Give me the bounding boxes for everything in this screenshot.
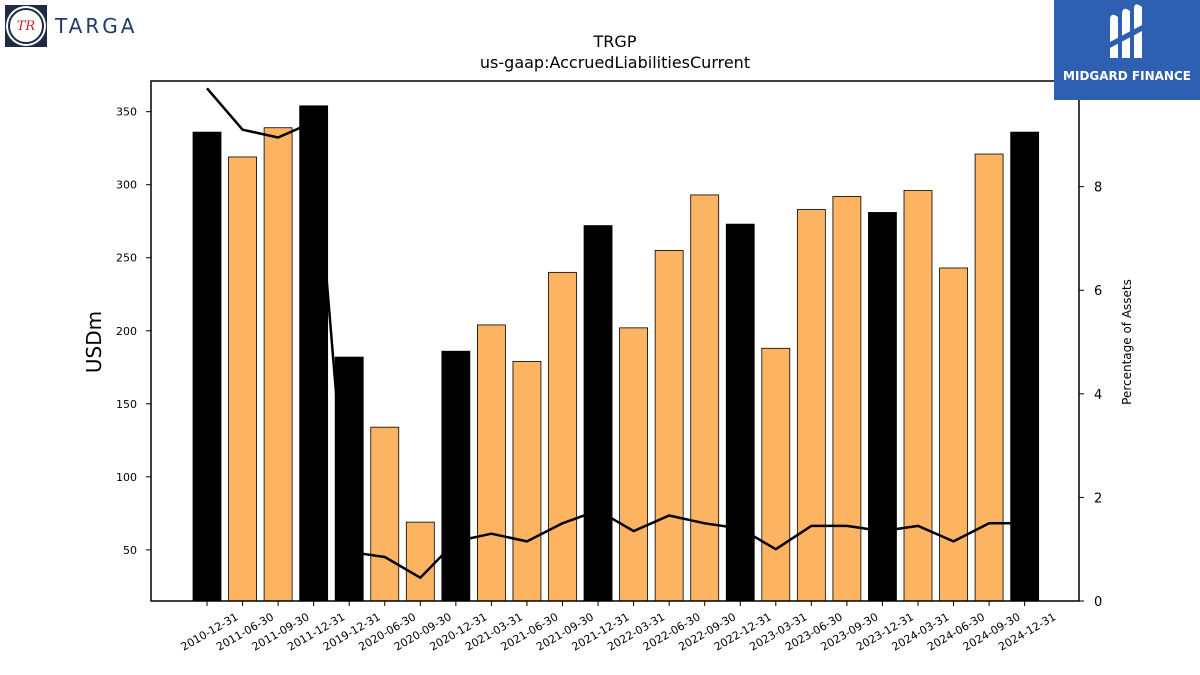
bar [405, 521, 435, 602]
bars-group [192, 105, 1040, 602]
bar [512, 361, 542, 602]
targa-logo-monogram: TR [8, 8, 44, 44]
midgard-logo-text: MIDGARD FINANCE [1063, 69, 1191, 83]
bar [725, 223, 755, 602]
y2-tick-label: 0 [1094, 595, 1102, 610]
y2-axis-label: Percentage of Assets [1120, 279, 1134, 405]
y-tick-label: 300 [116, 179, 137, 192]
plot-frame [150, 80, 1080, 602]
bar [548, 271, 577, 602]
bar [476, 324, 506, 602]
y-tick-label: 250 [116, 252, 137, 265]
line-series-group [206, 87, 1025, 579]
bar [868, 212, 897, 602]
midgard-finance-logo: MIDGARD FINANCE [1054, 0, 1200, 100]
chart-title: TRGP [593, 32, 637, 51]
bar [441, 350, 471, 602]
bar [939, 267, 968, 602]
y2-tick-label: 2 [1094, 491, 1102, 506]
y2-tick-label: 4 [1094, 388, 1102, 403]
y-tick-label: 100 [116, 471, 137, 484]
bar [796, 209, 826, 602]
bar [654, 250, 684, 602]
y-tick-label: 50 [123, 544, 137, 557]
bar [974, 153, 1004, 602]
bar [192, 131, 222, 602]
targa-logo-mark: TR [5, 5, 47, 47]
midgard-logo-icon [1108, 4, 1146, 59]
y2-tick-label: 8 [1094, 181, 1102, 196]
bar [334, 356, 364, 602]
targa-logo: TR TARGA [5, 5, 137, 47]
bar [370, 426, 400, 602]
y-axis-label: USDm [82, 311, 106, 373]
bar [761, 347, 791, 602]
bar [583, 225, 613, 602]
bar [903, 190, 933, 602]
line-series [206, 87, 1025, 579]
bar [832, 195, 862, 602]
y-tick-label: 150 [116, 398, 137, 411]
bar [1010, 131, 1040, 602]
bar [690, 194, 720, 602]
bar [619, 327, 648, 602]
y-tick-label: 350 [116, 106, 137, 119]
bar [299, 105, 329, 602]
bar [228, 156, 257, 602]
chart-subtitle: us-gaap:AccruedLiabilitiesCurrent [480, 53, 750, 72]
y2-tick-label: 6 [1094, 284, 1102, 299]
y-tick-label: 200 [116, 325, 137, 338]
bar [263, 127, 293, 602]
targa-logo-text: TARGA [55, 14, 138, 38]
